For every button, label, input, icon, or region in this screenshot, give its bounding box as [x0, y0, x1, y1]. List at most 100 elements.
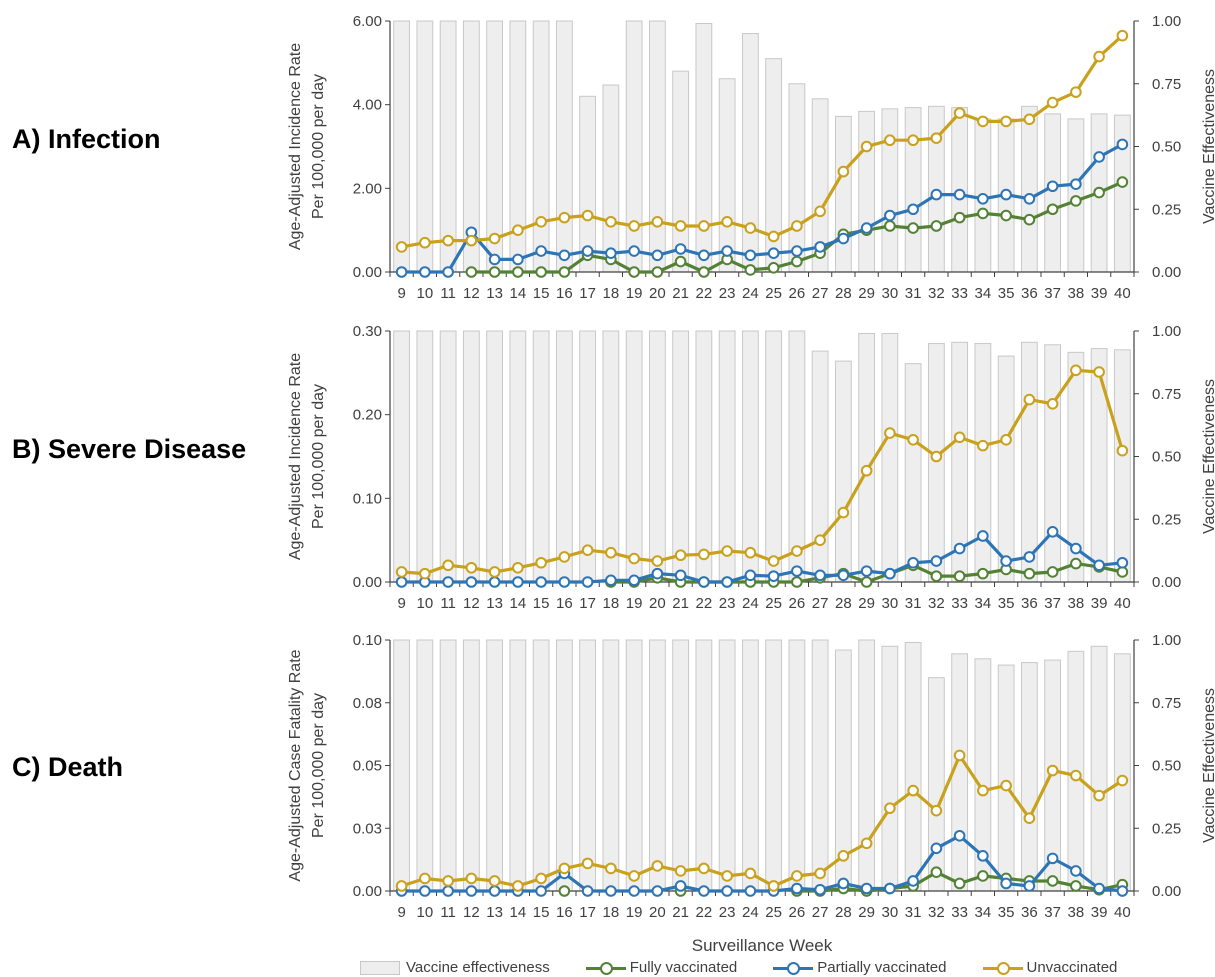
x-tick-label-week-9: 9 — [397, 595, 405, 612]
point-full-week-26 — [791, 255, 803, 268]
x-tick-label-week-26: 26 — [789, 595, 806, 612]
x-tick-label-week-13: 13 — [486, 904, 503, 921]
y-tick-label-left: 0.03 — [353, 820, 382, 837]
ve-bar-week-10 — [416, 330, 434, 583]
point-partial-week-32 — [930, 188, 943, 201]
point-partial-week-37 — [1046, 852, 1059, 865]
point-partial-week-17 — [581, 576, 594, 588]
ve-bar-week-25 — [765, 639, 783, 892]
x-tick-label-week-26: 26 — [789, 285, 806, 302]
x-tick-label-week-12: 12 — [463, 595, 480, 612]
x-tick-label-week-40: 40 — [1114, 595, 1131, 612]
ve-bar-week-30 — [881, 108, 899, 273]
point-partial-week-32 — [930, 555, 943, 567]
point-partial-week-9 — [395, 266, 408, 278]
ve-bar-week-31 — [904, 642, 922, 892]
point-partial-week-18 — [605, 574, 617, 587]
x-tick-label-week-18: 18 — [603, 904, 620, 921]
x-tick-label-week-20: 20 — [649, 595, 666, 612]
point-unvax-week-16 — [558, 551, 571, 563]
x-tick-label-week-25: 25 — [765, 285, 782, 302]
point-partial-week-39 — [1093, 882, 1105, 895]
point-unvax-week-9 — [395, 241, 408, 253]
ve-bar-week-40 — [1113, 349, 1131, 583]
x-tick-label-week-11: 11 — [440, 595, 456, 612]
x-tick-label-week-37: 37 — [1044, 595, 1061, 612]
point-partial-week-17 — [581, 245, 594, 257]
point-partial-week-20 — [651, 249, 664, 262]
point-unvax-week-21 — [674, 220, 687, 232]
ve-bar-week-18 — [602, 330, 620, 583]
point-unvax-week-18 — [605, 862, 617, 875]
point-unvax-week-10 — [419, 236, 431, 249]
point-full-week-32 — [930, 220, 943, 232]
ve-bar-week-15 — [532, 330, 550, 583]
point-unvax-week-9 — [395, 566, 408, 578]
ve-bar-week-34 — [974, 343, 992, 583]
point-partial-week-33 — [953, 542, 966, 555]
x-tick-label-week-21: 21 — [672, 595, 689, 612]
point-partial-week-29 — [860, 882, 873, 895]
point-partial-week-19 — [628, 574, 640, 587]
ve-bar-week-39 — [1090, 645, 1108, 892]
ve-bar-week-21 — [672, 70, 690, 273]
point-unvax-week-25 — [767, 880, 780, 892]
ve-bar-week-24 — [741, 639, 759, 892]
point-partial-week-39 — [1093, 559, 1105, 572]
y-tick-label-right: 0.50 — [1152, 758, 1181, 775]
point-partial-week-13 — [488, 253, 501, 266]
ve-bar-week-20 — [648, 330, 666, 583]
x-tick-label-week-22: 22 — [696, 595, 713, 612]
ve-bar-week-23 — [718, 78, 736, 273]
chart-panel-3: 0.00 0.03 0.05 0.08 0.10 0.00 0.25 0.50 0.75 1.00… — [287, 632, 1215, 921]
point-partial-week-16 — [558, 249, 571, 262]
point-partial-week-11 — [442, 576, 454, 588]
y-axis-title-right: Vaccine Effectiveness — [1201, 688, 1215, 843]
x-tick-label-week-23: 23 — [719, 285, 736, 302]
ve-bar-week-18 — [602, 639, 620, 892]
point-partial-week-28 — [837, 877, 850, 890]
point-unvax-week-30 — [884, 134, 896, 147]
point-unvax-week-27 — [814, 867, 826, 880]
point-unvax-week-39 — [1093, 50, 1105, 63]
point-unvax-week-35 — [1000, 433, 1012, 446]
y-axis-title-left: Age-Adjusted Case Fatality Rate — [287, 649, 304, 881]
point-unvax-week-37 — [1046, 764, 1059, 777]
point-partial-week-28 — [837, 232, 850, 245]
point-unvax-week-12 — [465, 234, 478, 247]
point-partial-week-33 — [953, 829, 966, 842]
panel-label-death: C) Death — [12, 752, 124, 782]
ve-bar-week-22 — [695, 23, 713, 273]
ve-bar-week-35 — [997, 664, 1015, 892]
point-partial-week-35 — [1000, 555, 1012, 567]
point-unvax-week-35 — [1000, 779, 1012, 792]
ve-bar-week-31 — [904, 363, 922, 583]
x-tick-label-week-32: 32 — [928, 595, 945, 612]
legend-label-vaccine-effectiveness: Vaccine effectiveness — [406, 959, 550, 976]
y-tick-label-right: 0.50 — [1152, 449, 1181, 466]
point-unvax-week-10 — [419, 567, 431, 580]
y-axis-title-right: Vaccine Effectiveness — [1201, 69, 1215, 224]
point-unvax-week-34 — [977, 115, 989, 128]
ve-bar-week-15 — [532, 639, 550, 892]
ve-bar-week-18 — [602, 84, 620, 273]
x-tick-label-week-39: 39 — [1091, 595, 1108, 612]
point-unvax-week-14 — [512, 880, 524, 892]
y-axis-title-left: Per 100,000 per day — [310, 74, 327, 219]
point-unvax-week-35 — [1000, 115, 1012, 128]
point-unvax-week-36 — [1023, 113, 1036, 126]
ve-bar-week-28 — [834, 360, 852, 583]
point-full-week-34 — [977, 567, 989, 580]
point-unvax-week-24 — [744, 222, 757, 234]
point-partial-week-31 — [907, 875, 919, 887]
point-unvax-week-30 — [884, 802, 896, 814]
x-tick-label-week-10: 10 — [417, 904, 434, 921]
point-partial-week-11 — [442, 266, 454, 278]
point-full-week-33 — [953, 570, 966, 582]
ve-bar-week-37 — [1044, 113, 1062, 273]
y-tick-label-right: 0.25 — [1152, 820, 1181, 837]
point-full-week-38 — [1070, 195, 1082, 207]
point-full-week-37 — [1046, 566, 1059, 578]
y-axis-title-right: Vaccine Effectiveness — [1201, 379, 1215, 534]
chart-panel-1: 0.00 2.00 4.00 6.00 0.00 0.25 0.50 0.75 1.00 9 10 1… — [287, 13, 1215, 302]
